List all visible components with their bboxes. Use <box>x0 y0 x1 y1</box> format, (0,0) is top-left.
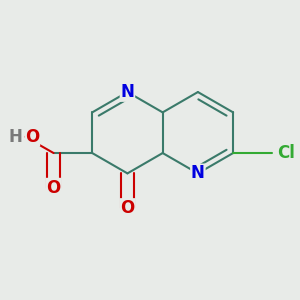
Text: Cl: Cl <box>277 144 295 162</box>
Text: O: O <box>25 128 39 146</box>
Text: N: N <box>121 83 134 101</box>
Text: N: N <box>191 164 205 182</box>
Text: O: O <box>46 178 61 196</box>
Text: O: O <box>120 199 135 217</box>
Text: H: H <box>8 128 22 146</box>
